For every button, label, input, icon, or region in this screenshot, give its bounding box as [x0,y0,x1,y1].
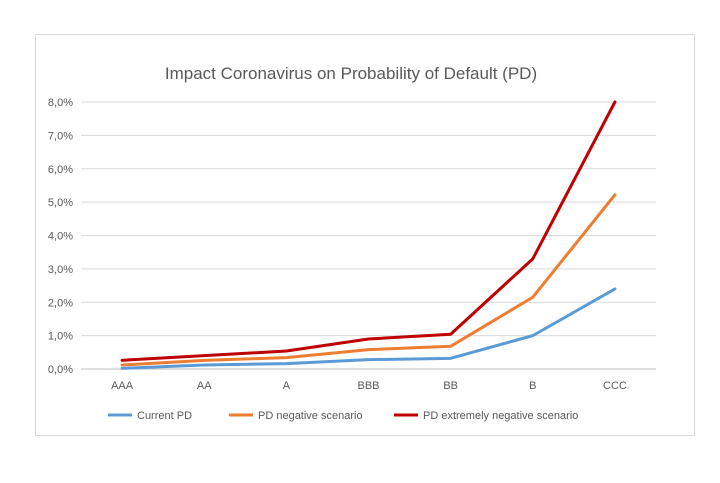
y-axis-ticks: 0,0% 1,0% 2,0% 3,0% 4,0% 5,0% 6,0% 7,0% 8,0% [48,97,73,376]
x-tick-label: BBB [357,380,379,392]
y-tick-label: 1,0% [48,331,73,343]
y-tick-label: 5,0% [48,197,73,209]
legend: Current PD PD negative scenario PD extreme… [108,410,578,422]
y-tick-label: 8,0% [48,97,73,109]
y-tick-label: 6,0% [48,164,73,176]
y-tick-label: 4,0% [48,231,73,243]
series-lines [120,100,617,370]
legend-label: Current PD [137,410,192,422]
x-tick-label: A [283,380,291,392]
legend-label: PD extremely negative scenario [423,410,578,422]
series-line-2 [120,193,617,367]
line-chart: Impact Coronavirus on Probability of Def… [48,64,656,422]
chart-title: Impact Coronavirus on Probability of Def… [165,64,537,83]
x-tick-label: AA [197,380,212,392]
y-tick-label: 7,0% [48,130,73,142]
x-tick-label: AAA [111,380,134,392]
x-tick-label: CCC [603,380,627,392]
series-line-1 [120,287,617,370]
y-tick-label: 2,0% [48,297,73,309]
legend-label: PD negative scenario [258,410,363,422]
series-line-3 [120,100,617,362]
y-tick-label: 0,0% [48,364,73,376]
x-tick-label: BB [443,380,458,392]
gridlines [81,101,656,370]
x-tick-label: B [529,380,536,392]
x-axis-ticks: AAA AA A BBB BB B CCC [111,380,627,392]
y-tick-label: 3,0% [48,264,73,276]
chart-frame: Impact Coronavirus on Probability of Def… [35,34,695,436]
